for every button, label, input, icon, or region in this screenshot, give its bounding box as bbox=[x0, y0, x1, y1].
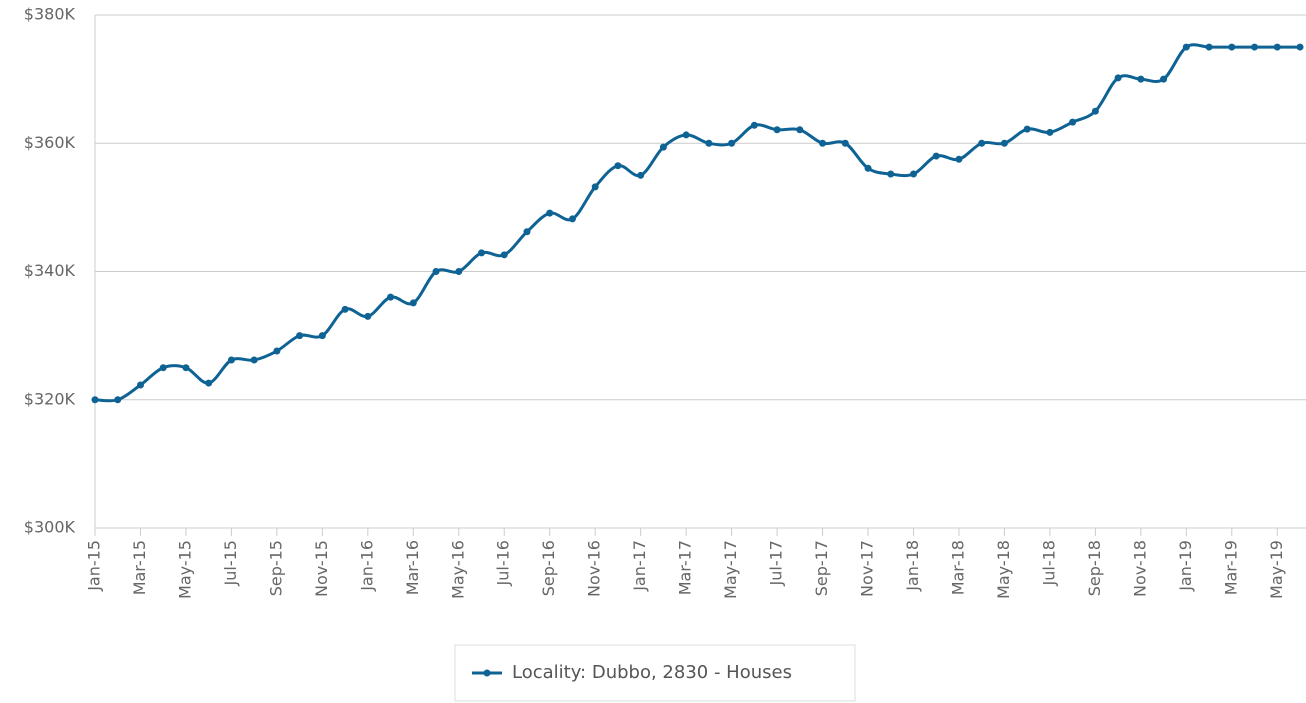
data-point bbox=[591, 183, 599, 191]
x-tick-label: May-19 bbox=[1267, 540, 1286, 599]
data-point bbox=[273, 347, 281, 355]
data-point bbox=[955, 155, 963, 163]
data-point bbox=[159, 364, 167, 372]
data-point bbox=[1182, 43, 1190, 51]
data-point bbox=[500, 251, 508, 259]
data-point bbox=[750, 121, 758, 129]
x-tick-label: Jan-15 bbox=[85, 540, 104, 592]
data-point bbox=[932, 152, 940, 160]
legend-box bbox=[454, 644, 856, 702]
data-point bbox=[1000, 139, 1008, 147]
data-point bbox=[455, 268, 463, 275]
y-tick-label: $320K bbox=[24, 389, 76, 408]
x-tick-label: May-16 bbox=[448, 540, 467, 599]
x-tick-label: Jan-17 bbox=[630, 540, 649, 592]
x-tick-label: May-17 bbox=[721, 540, 740, 599]
y-tick-label: $340K bbox=[24, 261, 76, 280]
data-point bbox=[1273, 43, 1281, 51]
x-tick-label: Sep-16 bbox=[539, 540, 558, 596]
data-point bbox=[205, 379, 213, 387]
x-tick-label: Nov-16 bbox=[585, 540, 604, 597]
data-point bbox=[523, 228, 531, 236]
data-point bbox=[1251, 43, 1259, 51]
data-point bbox=[568, 215, 576, 223]
data-point bbox=[478, 249, 486, 257]
data-point bbox=[136, 381, 144, 389]
data-point bbox=[887, 170, 895, 178]
data-point bbox=[614, 162, 622, 170]
data-point bbox=[978, 139, 986, 147]
data-point bbox=[841, 139, 849, 147]
x-tick-label: Nov-17 bbox=[858, 540, 877, 597]
data-point bbox=[728, 139, 736, 147]
data-point bbox=[705, 139, 713, 147]
data-point bbox=[659, 143, 667, 151]
x-tick-label: Jan-19 bbox=[1176, 540, 1195, 592]
data-point bbox=[409, 299, 417, 307]
x-tick-label: Sep-18 bbox=[1085, 540, 1104, 596]
x-tick-label: Jan-16 bbox=[357, 540, 376, 592]
data-point bbox=[796, 126, 804, 134]
x-tick-label: Jan-18 bbox=[903, 540, 922, 592]
data-point bbox=[1205, 43, 1213, 51]
data-point bbox=[819, 139, 827, 147]
x-tick-label: Mar-15 bbox=[130, 540, 149, 595]
data-point bbox=[773, 126, 781, 134]
y-tick-label: $360K bbox=[24, 133, 76, 152]
data-point bbox=[1069, 118, 1077, 126]
data-point bbox=[250, 356, 258, 364]
data-point bbox=[1046, 128, 1054, 136]
x-tick-label: Mar-17 bbox=[676, 540, 695, 595]
data-point bbox=[909, 170, 917, 178]
data-point bbox=[1137, 75, 1145, 83]
data-point bbox=[1228, 43, 1236, 51]
data-point bbox=[91, 396, 99, 404]
legend-label: Locality: Dubbo, 2830 - Houses bbox=[512, 662, 792, 683]
x-tick-label: Jul-15 bbox=[221, 540, 240, 586]
data-point bbox=[364, 312, 372, 320]
data-point bbox=[318, 332, 326, 340]
data-point bbox=[1023, 125, 1031, 133]
data-point bbox=[1160, 75, 1168, 83]
x-tick-label: Nov-15 bbox=[312, 540, 331, 597]
data-point bbox=[296, 332, 304, 340]
data-point bbox=[1091, 107, 1099, 115]
data-point bbox=[227, 356, 235, 364]
x-tick-label: Nov-18 bbox=[1130, 540, 1149, 597]
x-tick-label: May-18 bbox=[994, 540, 1013, 599]
x-tick-label: Sep-15 bbox=[266, 540, 285, 596]
y-tick-label: $380K bbox=[24, 5, 76, 24]
x-tick-label: Sep-17 bbox=[812, 540, 831, 596]
data-point bbox=[182, 364, 190, 372]
x-tick-label: Jul-18 bbox=[1039, 540, 1058, 586]
series-line bbox=[94, 43, 1300, 403]
y-tick-label: $300K bbox=[24, 518, 76, 537]
x-tick-label: Mar-16 bbox=[403, 540, 422, 595]
data-point bbox=[1114, 74, 1122, 82]
data-point bbox=[546, 209, 554, 217]
data-point bbox=[864, 164, 872, 172]
data-point bbox=[682, 131, 690, 139]
legend-marker bbox=[483, 669, 491, 677]
data-point bbox=[432, 268, 440, 275]
data-point bbox=[637, 171, 645, 179]
data-point bbox=[114, 396, 122, 404]
data-point bbox=[341, 305, 349, 313]
x-tick-label: Mar-18 bbox=[948, 540, 967, 595]
x-tick-label: Jul-16 bbox=[494, 540, 513, 586]
x-tick-label: Jul-17 bbox=[767, 540, 786, 586]
x-tick-label: May-15 bbox=[175, 540, 194, 599]
x-tick-label: Mar-19 bbox=[1221, 540, 1240, 595]
data-point bbox=[1296, 43, 1304, 51]
data-point bbox=[387, 293, 395, 301]
